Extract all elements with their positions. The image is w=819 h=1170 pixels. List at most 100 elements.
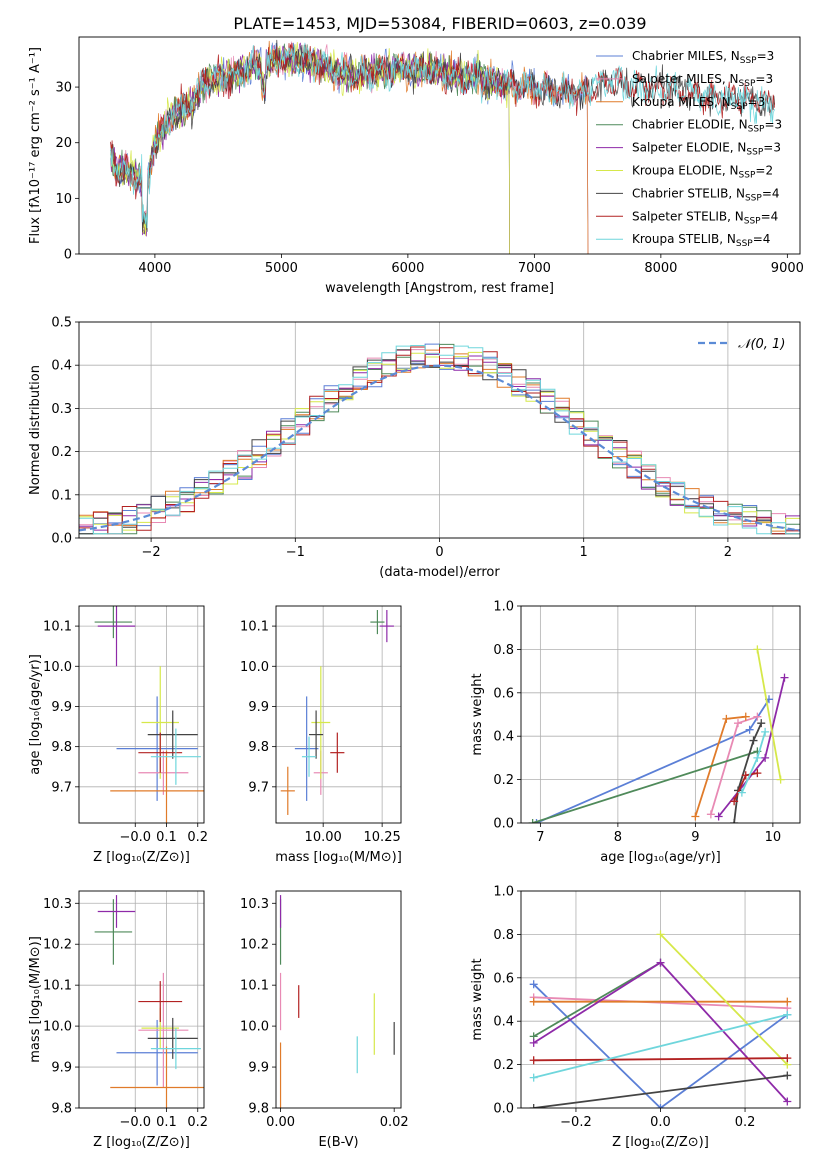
plot-area <box>94 606 204 823</box>
y-tick-label: 0.4 <box>51 359 72 374</box>
x-tick-label: 10.00 <box>305 830 342 845</box>
panel-spectrum: 4000 5000 6000 7000 8000 9000 0 10 20 30 wavelengt… <box>28 36 804 296</box>
x-axis-label: (data-model)/error <box>379 565 500 580</box>
axes-frame <box>520 890 801 1109</box>
panel-mass_vs_Z: −0.0 0.1 0.2 9.8 9.9 10.0 10.1 10.2 10.3 Z [log₁₀… <box>28 890 208 1150</box>
y-tick-label: 9.9 <box>51 700 72 715</box>
panel-mass_weight_vs_Z: −0.2 0.0 0.2 0.0 0.2 0.4 0.6 0.8 1.0 Z [log₁₀(Z/Z… <box>470 885 801 1150</box>
x-tick-label: 4000 <box>138 261 171 276</box>
spectrum-line-kroupa_stelib <box>110 42 776 229</box>
weight-marker-chabrier_miles <box>656 1104 665 1108</box>
x-tick-label: 0.1 <box>156 1115 177 1130</box>
axes-frame <box>78 605 205 824</box>
x-tick-label: 0.2 <box>187 1115 208 1130</box>
x-axis-label: Z [log₁₀(Z/Z⊙)] <box>93 850 190 865</box>
y-tick-label: 0.8 <box>493 928 514 943</box>
legend-label: Chabrier STELIB, NSSP=4 <box>632 186 780 203</box>
plot-area <box>79 343 800 535</box>
weight-marker-chabrier_stelib <box>730 819 739 823</box>
weight-marker-chabrier_stelib <box>529 1104 538 1108</box>
axes-frame <box>520 605 801 824</box>
histogram-salpeter_stelib <box>79 346 800 535</box>
y-tick-label: 9.7 <box>248 780 269 795</box>
y-tick-label: 0.4 <box>493 730 514 745</box>
axes-frame <box>275 890 402 1109</box>
y-tick-label: 0.3 <box>51 402 72 417</box>
weight-line-chabrier_elodie <box>532 750 758 823</box>
x-axis-label: E(B-V) <box>318 1135 358 1150</box>
x-tick-label: 7000 <box>518 261 551 276</box>
weight-line-kroupa_elodie <box>659 933 788 1066</box>
weight-line-chabrier_stelib <box>533 1074 788 1108</box>
y-tick-label: 9.7 <box>51 780 72 795</box>
y-tick-label: 0.0 <box>51 532 72 547</box>
weight-marker-salpeter_stelib <box>730 797 739 806</box>
legend-label: Salpeter MILES, NSSP=3 <box>632 72 773 89</box>
x-tick-label: 1 <box>580 545 588 560</box>
y-tick-label: 10.3 <box>43 897 72 912</box>
weight-marker-kroupa_stelib <box>737 788 746 797</box>
weight-marker-chabrier_miles <box>529 980 538 989</box>
legend-label: 𝒩(0, 1) <box>738 337 785 352</box>
y-tick-label: 10.0 <box>240 660 269 675</box>
weight-line-chabrier_stelib <box>733 722 763 823</box>
y-tick-label: 9.8 <box>51 740 72 755</box>
weight-marker-salpeter_miles <box>706 810 715 819</box>
legend-label: Kroupa STELIB, NSSP=4 <box>632 232 770 249</box>
y-tick-label: 9.8 <box>248 740 269 755</box>
weight-marker-salpeter_stelib <box>741 771 750 780</box>
weight-marker-kroupa_elodie <box>753 645 762 654</box>
x-tick-label: 6000 <box>391 261 424 276</box>
y-tick-label: 10.0 <box>43 660 72 675</box>
axes-frame <box>275 605 402 824</box>
weight-marker-kroupa_elodie <box>656 930 665 939</box>
weight-marker-salpeter_elodie <box>714 812 723 821</box>
y-tick-label: 9.9 <box>51 1061 72 1076</box>
plot-area <box>529 930 792 1108</box>
y-tick-label: 0 <box>64 248 72 263</box>
weight-marker-salpeter_elodie <box>529 1038 538 1047</box>
x-tick-label: 0.02 <box>380 1115 409 1130</box>
weight-marker-salpeter_miles <box>753 712 762 721</box>
y-tick-label: 0.2 <box>51 445 72 460</box>
histogram-kroupa_stelib <box>79 345 800 535</box>
weight-marker-kroupa_stelib <box>761 727 770 736</box>
x-tick-label: 8000 <box>644 261 677 276</box>
y-axis-label: mass weight <box>470 673 485 755</box>
weight-line-kroupa_stelib <box>533 1013 788 1079</box>
y-tick-label: 1.0 <box>493 600 514 615</box>
y-tick-label: 0.2 <box>493 773 514 788</box>
axes-frame <box>78 321 801 539</box>
x-axis-label: Z [log₁₀(Z/Z⊙)] <box>612 1135 709 1150</box>
weight-marker-kroupa_elodie <box>776 775 785 784</box>
panel-residual_distribution: −2 −1 0 1 2 0.0 0.1 0.2 0.3 0.4 0.5 (data-model)/er… <box>28 316 801 580</box>
x-tick-label: −2 <box>142 545 161 560</box>
y-tick-label: 0.0 <box>493 817 514 832</box>
weight-line-salpeter_stelib <box>533 1057 788 1062</box>
x-tick-label: 7 <box>536 830 544 845</box>
x-axis-label: mass [log₁₀(M/M⊙)] <box>275 850 402 865</box>
plot-area <box>279 895 395 1108</box>
x-tick-label: 9 <box>691 830 699 845</box>
y-tick-label: 0.0 <box>493 1102 514 1117</box>
y-tick-label: 30 <box>55 81 72 96</box>
y-axis-label: mass weight <box>470 958 485 1040</box>
y-tick-label: 9.8 <box>51 1102 72 1117</box>
y-tick-label: 0.8 <box>493 643 514 658</box>
weight-marker-salpeter_elodie <box>780 673 789 682</box>
y-axis-label: Flux [fλ10⁻¹⁷ erg cm⁻² s⁻¹ A⁻¹] <box>28 47 43 244</box>
x-tick-label: 5000 <box>265 261 298 276</box>
y-tick-label: 20 <box>55 136 72 151</box>
panel-age_vs_mass: 10.00 10.25 9.7 9.8 9.9 10.0 10.1 mass [log₁₀(M… <box>240 605 402 865</box>
normal-curve <box>79 364 800 532</box>
y-tick-label: 1.0 <box>493 885 514 900</box>
x-tick-label: −1 <box>286 545 305 560</box>
y-axis-label: age [log₁₀(age/yr)] <box>28 654 43 775</box>
y-tick-label: 10.2 <box>43 938 72 953</box>
weight-marker-salpeter_elodie <box>783 1097 792 1106</box>
x-tick-label: 10.25 <box>364 830 401 845</box>
x-tick-label: 2 <box>724 545 732 560</box>
plot-area <box>280 610 394 815</box>
weight-line-chabrier_miles <box>533 983 788 1108</box>
